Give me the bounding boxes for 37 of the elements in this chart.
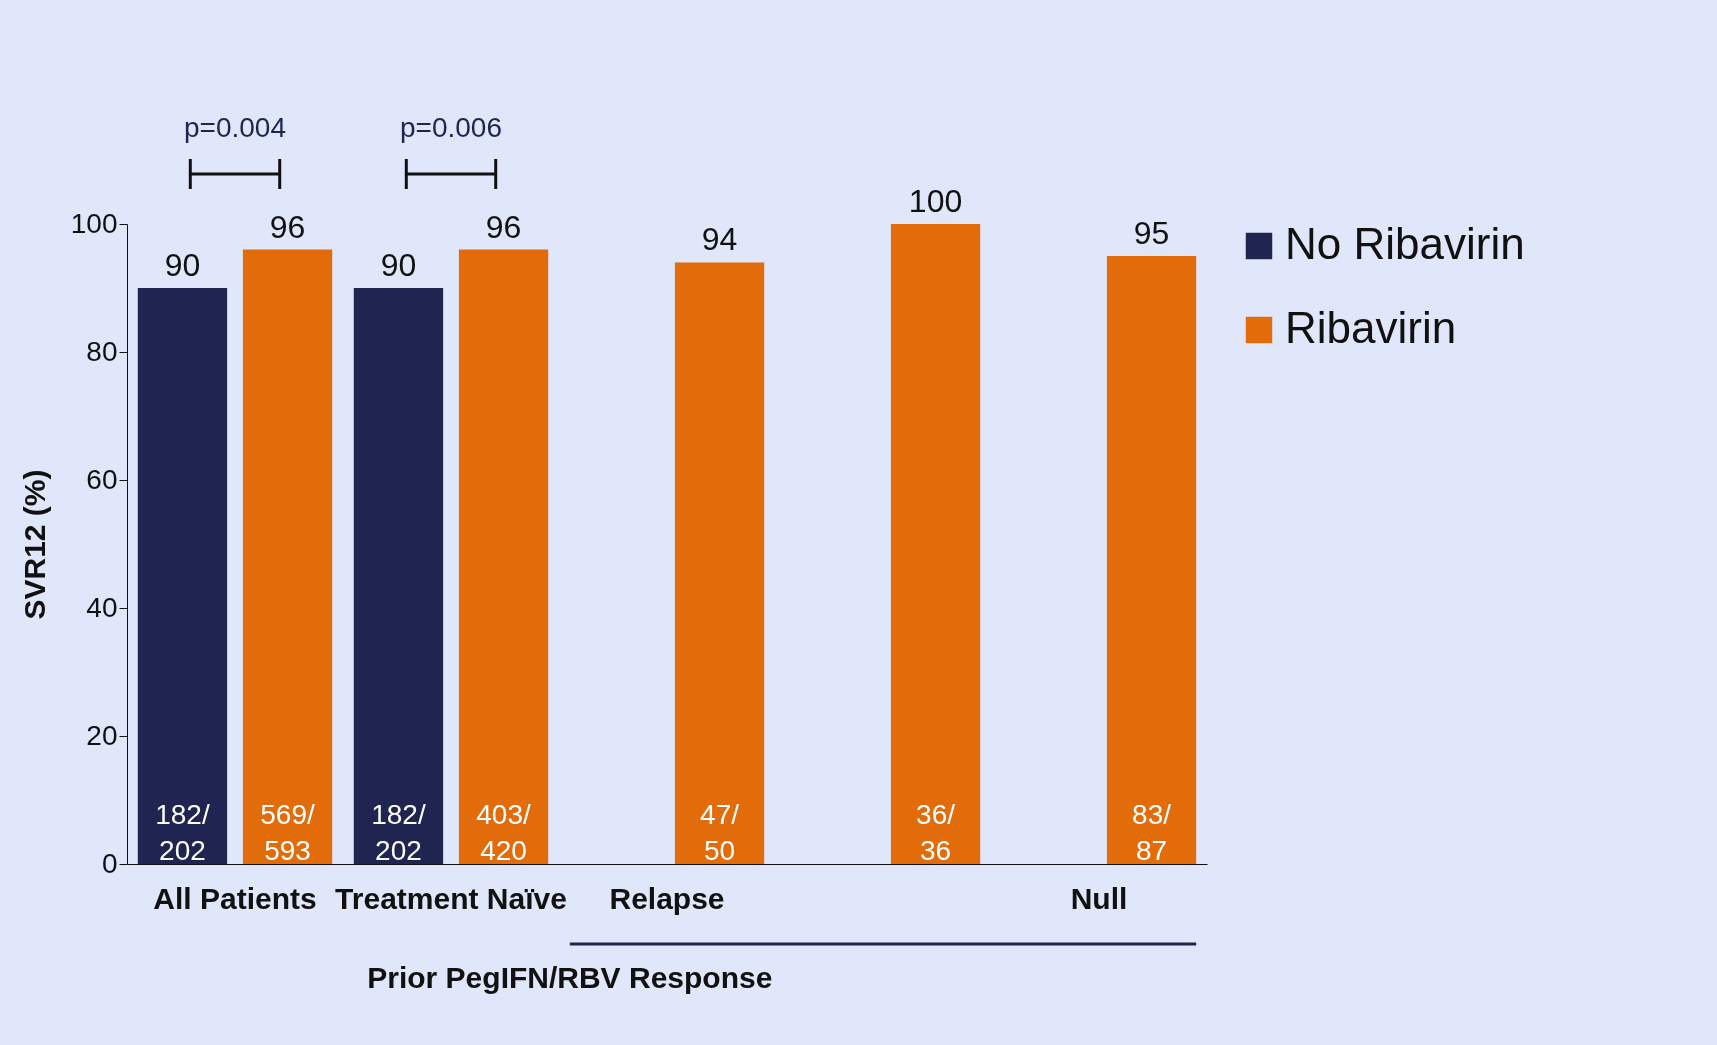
y-tick-label: 0 bbox=[101, 847, 118, 879]
y-tick-label: 20 bbox=[86, 719, 118, 751]
annotation: 403/420 bbox=[476, 799, 532, 866]
text: p=0.004 bbox=[184, 112, 286, 143]
bar bbox=[1106, 256, 1197, 864]
annotation: 47/50 bbox=[700, 799, 740, 866]
y-tick-label: 60 bbox=[86, 463, 118, 495]
data-label: 94 bbox=[701, 221, 738, 258]
data-label: 96 bbox=[485, 208, 522, 245]
bar bbox=[137, 288, 228, 864]
x-tick-label: Relapse bbox=[609, 881, 725, 915]
y-tick-label: 40 bbox=[86, 591, 118, 623]
annotation: 36/36 bbox=[916, 799, 956, 866]
bar bbox=[890, 224, 981, 864]
bar bbox=[353, 288, 444, 864]
x-tick-label: Treatment Naïve bbox=[335, 881, 567, 915]
annotation: 182/202 bbox=[371, 799, 426, 866]
x-tick-label: Null bbox=[1070, 881, 1128, 915]
legend-label: Ribavirin bbox=[1285, 303, 1457, 352]
data-label: 90 bbox=[164, 247, 201, 283]
bar bbox=[242, 249, 333, 864]
data-label: 90 bbox=[380, 247, 417, 283]
x-tick-label: All Patients bbox=[153, 881, 317, 915]
data-label: 100 bbox=[908, 183, 963, 219]
data-label: 95 bbox=[1133, 215, 1170, 251]
text: Prior PegIFN/RBV Response bbox=[367, 961, 773, 994]
y-axis-title: SVR12 (%) bbox=[17, 469, 51, 620]
legend-label: No Ribavirin bbox=[1285, 219, 1525, 268]
bar bbox=[674, 262, 765, 864]
data-label: 96 bbox=[269, 208, 306, 245]
y-tick-label: 100 bbox=[70, 207, 118, 239]
bar bbox=[458, 249, 549, 864]
annotation: 569/593 bbox=[260, 799, 316, 866]
annotation: 83/87 bbox=[1132, 799, 1172, 866]
y-tick-label: 80 bbox=[86, 335, 118, 367]
text: p=0.006 bbox=[400, 112, 502, 143]
annotation: 182/202 bbox=[155, 799, 210, 866]
